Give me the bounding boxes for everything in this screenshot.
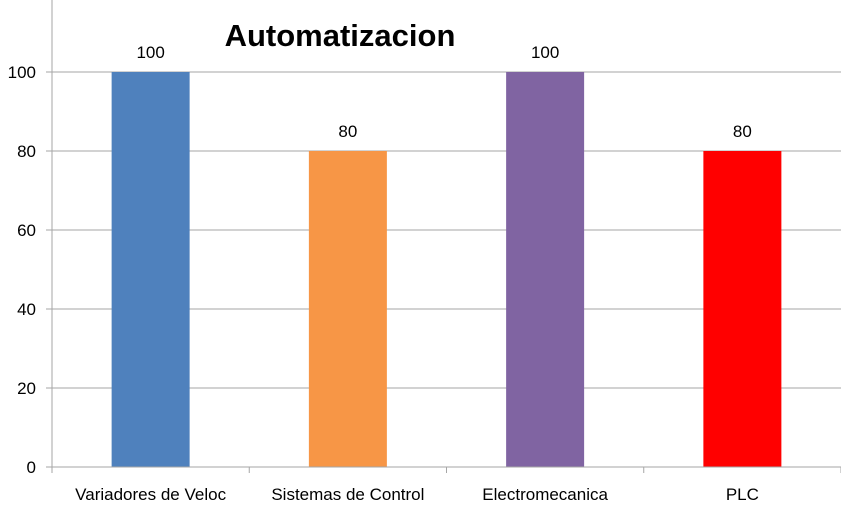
x-tick-label: Variadores de Veloc xyxy=(75,485,226,504)
y-tick-label: 80 xyxy=(17,142,36,161)
bar xyxy=(506,72,585,467)
bar xyxy=(308,151,387,467)
data-label: 80 xyxy=(338,122,357,141)
bar xyxy=(111,72,190,467)
data-label: 100 xyxy=(531,43,559,62)
y-tick-label: 20 xyxy=(17,379,36,398)
x-tick-label: Electromecanica xyxy=(482,485,608,504)
y-tick-label: 0 xyxy=(27,458,36,477)
bars xyxy=(111,72,782,467)
data-label: 80 xyxy=(733,122,752,141)
x-tick-label: PLC xyxy=(726,485,759,504)
y-tick-label: 60 xyxy=(17,221,36,240)
labels: 0 20 40 60 80 100 100 Variadores de Veloc 80 Sist… xyxy=(8,43,759,504)
bar xyxy=(703,151,782,467)
x-tick-label: Sistemas de Control xyxy=(271,485,424,504)
axes xyxy=(46,0,841,473)
data-label: 100 xyxy=(136,43,164,62)
chart-title: Automatizacion xyxy=(225,18,456,53)
y-tick-label: 40 xyxy=(17,300,36,319)
y-tick-label: 100 xyxy=(8,63,36,82)
